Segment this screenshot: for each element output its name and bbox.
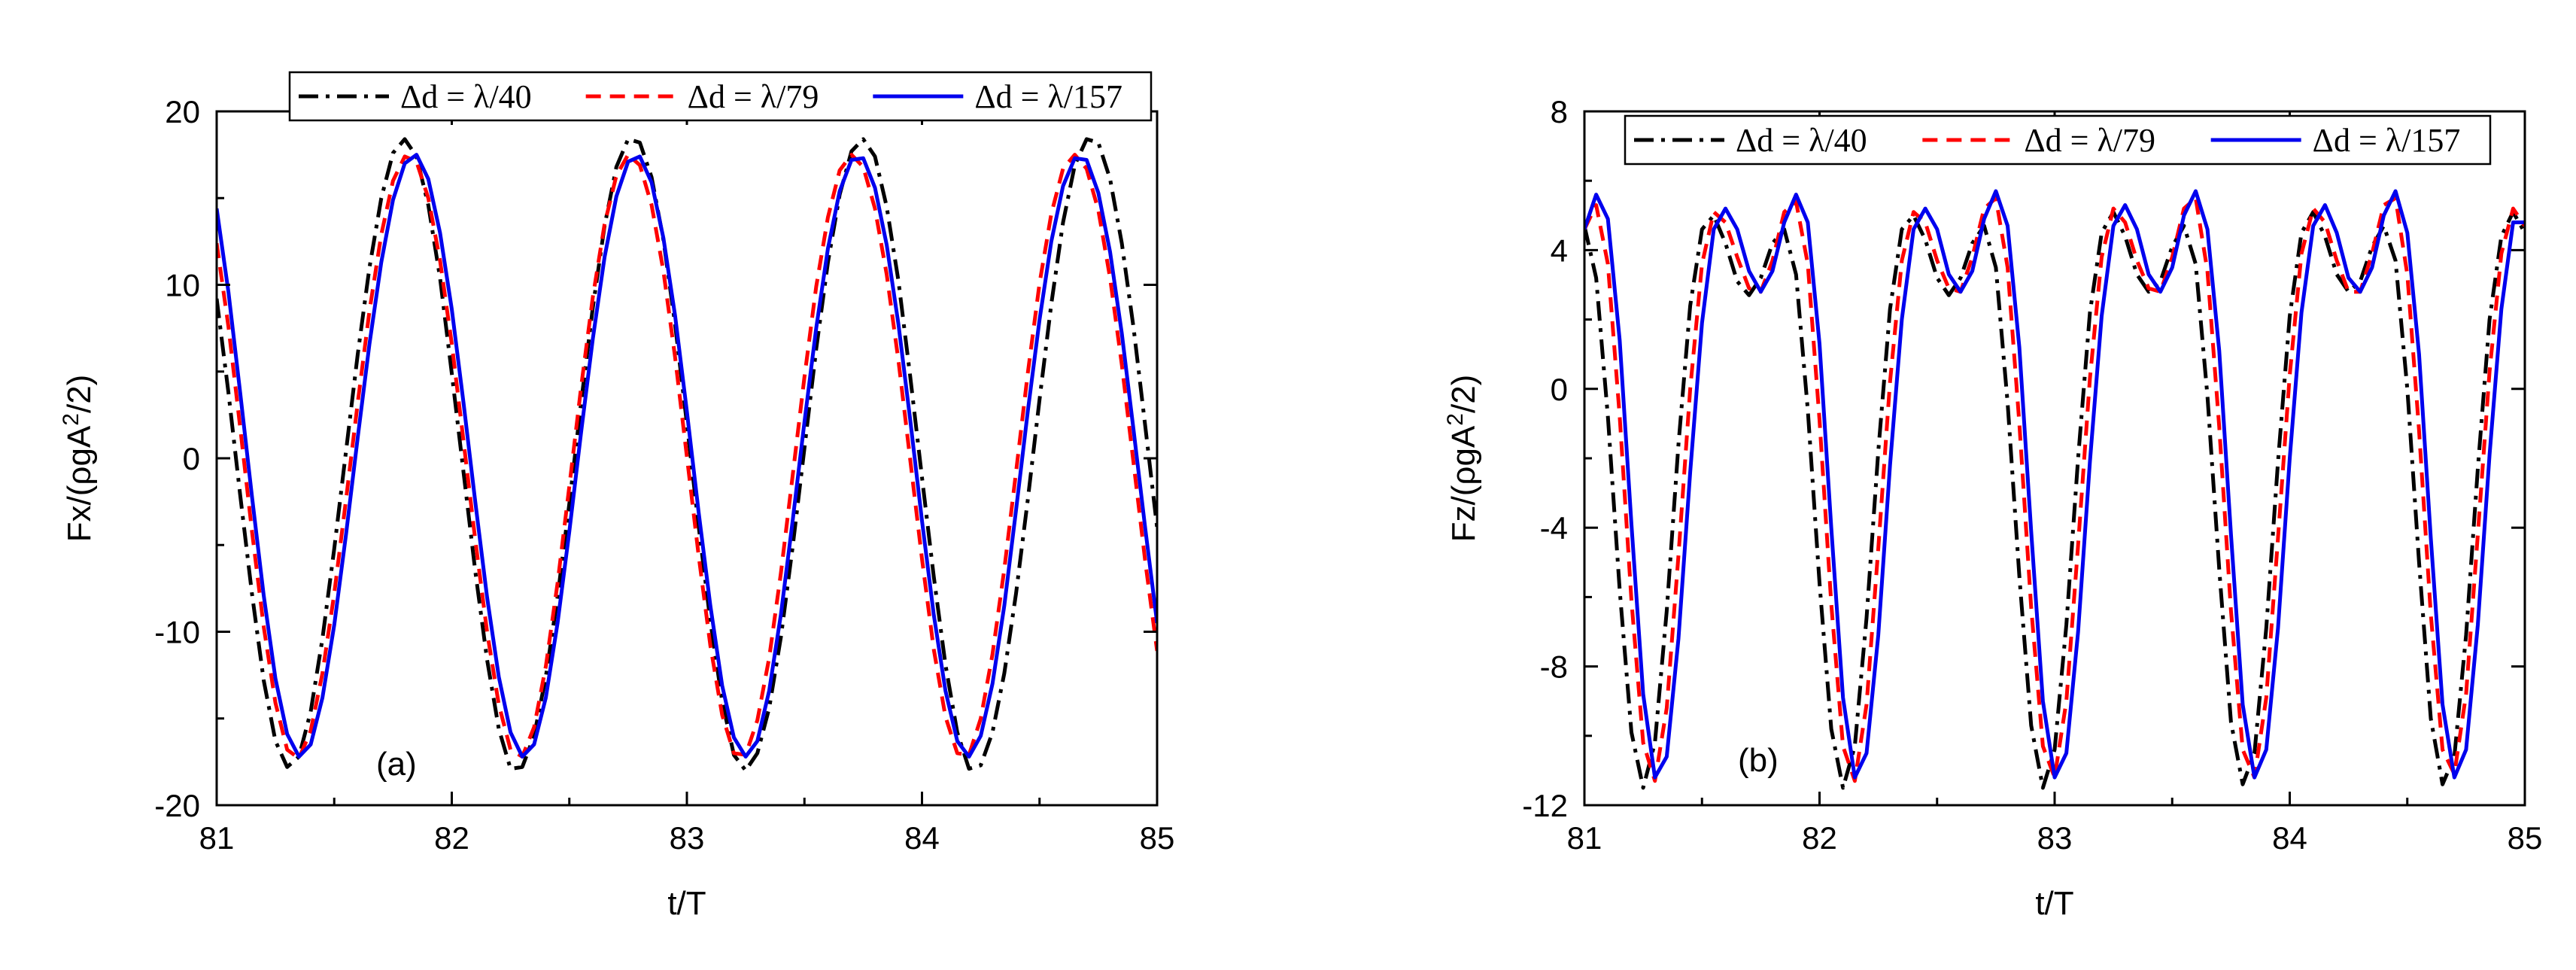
- chart-panel-b: 81 82 83 84 85 -12 -8 -4 0 4 8 t/T Fz/(ρgA2/2) (b)…: [1443, 94, 2543, 922]
- y-tick-label: 0: [1551, 372, 1568, 407]
- legend-entry-label: Δd = λ/40: [400, 78, 532, 115]
- y-tick-label: 8: [1551, 94, 1568, 129]
- y-tick-label: 4: [1551, 233, 1568, 268]
- x-tick-label: 83: [670, 820, 705, 856]
- series-line-2: [217, 153, 1157, 761]
- x-tick-label: 83: [2037, 820, 2073, 856]
- legend: Δd = λ/40 Δd = λ/79 Δd = λ/157: [288, 71, 1153, 122]
- y-tick-label: 20: [165, 94, 200, 129]
- y-tick-label: -12: [1522, 788, 1568, 823]
- panel-label: (a): [376, 746, 417, 783]
- legend-entry-label: Δd = λ/79: [2024, 122, 2155, 159]
- legend-entry-label: Δd = λ/40: [1736, 122, 1867, 159]
- series-line-1: [1584, 210, 2525, 790]
- axis-ticks: 81 82 83 84 85 -12 -8 -4 0 4 8: [1522, 94, 2542, 856]
- axis-ticks: 81 82 83 84 85 -20 -10 0 10 20: [154, 94, 1174, 856]
- panel-label: (b): [1738, 742, 1779, 779]
- x-axis-label: t/T: [2035, 885, 2073, 922]
- legend-entry-label: Δd = λ/157: [974, 78, 1122, 115]
- series-line-1: [217, 137, 1157, 773]
- legend-entry-label: Δd = λ/157: [2313, 122, 2461, 159]
- y-tick-label: -4: [1540, 510, 1568, 546]
- x-tick-label: 82: [434, 820, 469, 856]
- x-tick-label: 85: [1140, 820, 1175, 856]
- x-tick-label: 85: [2508, 820, 2543, 856]
- legend: Δd = λ/40 Δd = λ/79 Δd = λ/157: [1624, 114, 2492, 166]
- y-tick-label: 0: [183, 441, 200, 476]
- x-tick-label: 81: [199, 820, 235, 856]
- y-axis-label: Fx/(ρgA2/2): [59, 375, 99, 543]
- series-line-3: [1584, 189, 2525, 780]
- x-tick-label: 81: [1567, 820, 1602, 856]
- y-tick-label: 10: [165, 268, 200, 303]
- x-axis-label: t/T: [667, 885, 706, 922]
- x-tick-label: 82: [1802, 820, 1837, 856]
- y-tick-label: -20: [154, 788, 200, 823]
- series-lines: [217, 137, 1157, 773]
- series-line-3: [217, 153, 1157, 759]
- legend-box: [288, 71, 1153, 122]
- legend-box: [1624, 114, 2492, 166]
- legend-entry-label: Δd = λ/79: [688, 78, 819, 115]
- y-axis-label: Fz/(ρgA2/2): [1443, 375, 1483, 543]
- series-lines: [1584, 189, 2525, 790]
- y-tick-label: -8: [1540, 649, 1568, 685]
- series-line-2: [1584, 196, 2525, 783]
- x-tick-label: 84: [2272, 820, 2307, 856]
- chart-panel-a: 81 82 83 84 85 -20 -10 0 10 20 t/T Fx/(ρgA2/2) (a…: [59, 71, 1174, 922]
- y-tick-label: -10: [154, 615, 200, 650]
- x-tick-label: 84: [904, 820, 940, 856]
